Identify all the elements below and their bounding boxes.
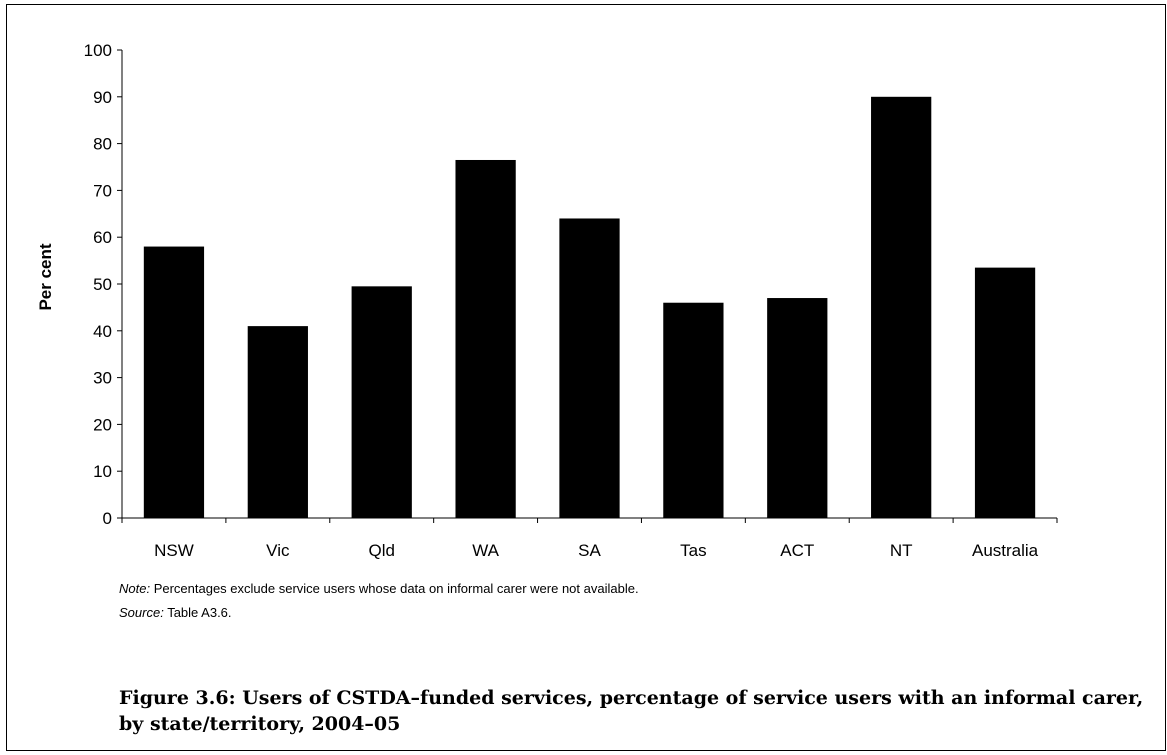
figure-frame: 0 10 20 30 40 50 60 70 80 90 100 NSW Vic Qld WA SA Tas A… (6, 4, 1166, 751)
bar-act (767, 298, 828, 518)
source-line: Source: Table A3.6. (119, 605, 232, 620)
y-tick-label: 0 (103, 509, 112, 528)
y-tick-label: 10 (93, 462, 112, 481)
note-line: Note: Percentages exclude service users … (119, 581, 639, 596)
y-axis: 0 10 20 30 40 50 60 70 80 90 100 (84, 41, 123, 528)
y-tick-label: 50 (93, 275, 112, 294)
x-tick-label: SA (578, 541, 601, 560)
x-tick-label: NSW (154, 541, 194, 560)
y-tick-label: 30 (93, 369, 112, 388)
bar-wa (455, 159, 516, 519)
x-tick-label: ACT (780, 541, 814, 560)
bar-vic (247, 326, 308, 518)
bar-chart: 0 10 20 30 40 50 60 70 80 90 100 NSW Vic Qld WA SA Tas A… (36, 41, 1058, 560)
source-prefix: Source: (119, 605, 164, 620)
bar-australia (974, 267, 1036, 518)
y-tick-label: 60 (93, 228, 112, 247)
bar-sa (559, 218, 620, 519)
y-tick-label: 40 (93, 322, 112, 341)
y-tick-label: 20 (93, 415, 112, 434)
y-tick-label: 70 (93, 181, 112, 200)
y-tick-label: 100 (84, 41, 112, 60)
x-tick-label: Tas (680, 541, 706, 560)
note-prefix: Note: (119, 581, 151, 596)
bar-nt (871, 96, 932, 519)
y-tick-label: 90 (93, 88, 112, 107)
note-text: Percentages exclude service users whose … (150, 581, 639, 596)
bar-tas (663, 302, 724, 518)
x-tick-label: Qld (368, 541, 394, 560)
bar-qld (351, 286, 412, 518)
bars (143, 96, 1036, 519)
figure-caption: Figure 3.6: Users of CSTDA–funded servic… (119, 687, 1144, 735)
x-tick-label: NT (890, 541, 913, 560)
y-tick-label: 80 (93, 135, 112, 154)
x-tick-label: WA (472, 541, 499, 560)
x-tick-label: Australia (972, 541, 1039, 560)
x-tick-label: Vic (266, 541, 290, 560)
y-axis-label: Per cent (36, 243, 55, 310)
source-text: Table A3.6. (163, 605, 232, 620)
bar-nsw (143, 246, 205, 518)
x-axis: NSW Vic Qld WA SA Tas ACT NT Australia (121, 517, 1058, 560)
